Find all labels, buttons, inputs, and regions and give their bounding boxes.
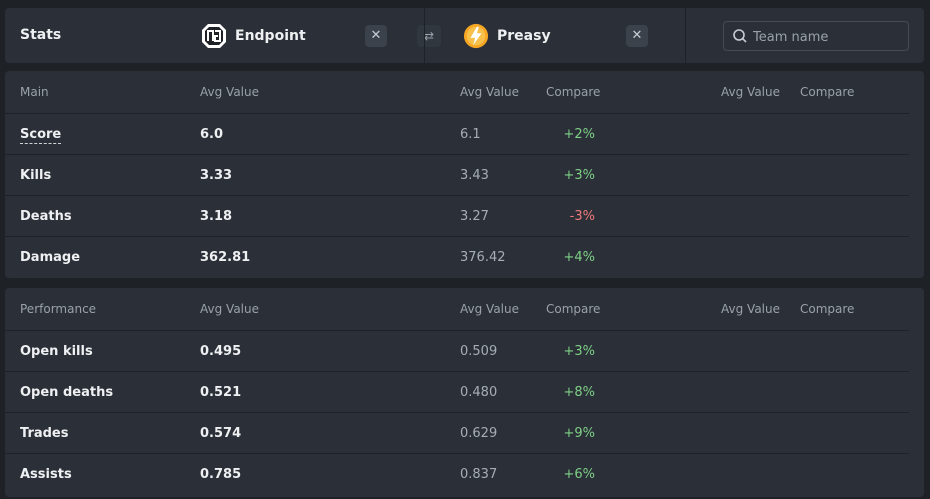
team1-avg-value-header: Avg Value	[200, 302, 259, 316]
compare-value: -3%	[569, 209, 595, 224]
search-icon	[732, 28, 748, 44]
team3-compare-header: Compare	[800, 85, 855, 99]
stat-row-open-deaths: Open deaths 0.521 0.480 +8%	[5, 372, 924, 413]
team2-value: 376.42	[460, 250, 506, 265]
stat-row-trades: Trades 0.574 0.629 +9%	[5, 413, 924, 454]
divider	[685, 8, 686, 63]
close-icon: ✕	[370, 28, 382, 43]
team2-compare-header: Compare	[546, 302, 601, 316]
compare-value: +6%	[563, 467, 595, 482]
stat-row-assists: Assists 0.785 0.837 +6%	[5, 454, 924, 495]
swap-arrows-icon: ⇄	[423, 29, 435, 43]
preasy-lightning-logo-icon	[463, 23, 489, 49]
stat-row-damage: Damage 362.81 376.42 +4%	[5, 237, 924, 278]
team-search[interactable]	[723, 21, 909, 52]
team1-name: Endpoint	[235, 27, 306, 44]
main-stats-panel: Main Avg Value Avg Value Compare Avg Val…	[5, 71, 924, 278]
stat-label-open-deaths: Open deaths	[20, 385, 114, 400]
main-header-row: Main Avg Value Avg Value Compare Avg Val…	[5, 71, 909, 114]
team2-compare-header: Compare	[546, 85, 601, 99]
team2-value: 0.629	[460, 426, 498, 441]
team2-value: 3.43	[460, 168, 489, 183]
team3-avg-value-header: Avg Value	[721, 85, 780, 99]
team1-value: 3.33	[200, 168, 233, 183]
stat-label-score[interactable]: Score	[20, 127, 62, 144]
team1-value: 0.785	[200, 467, 242, 482]
team3-avg-value-header: Avg Value	[721, 302, 780, 316]
team-name-search-input[interactable]	[751, 22, 905, 52]
remove-team2-button[interactable]: ✕	[626, 25, 648, 47]
team1-value: 362.81	[200, 250, 251, 265]
team2-selector[interactable]: Preasy	[463, 8, 551, 63]
stat-label-open-kills: Open kills	[20, 344, 93, 359]
stat-label-kills: Kills	[20, 168, 52, 183]
stat-row-deaths: Deaths 3.18 3.27 -3%	[5, 196, 924, 237]
team2-value: 0.480	[460, 385, 498, 400]
stat-label-damage: Damage	[20, 250, 81, 265]
stat-row-score: Score 6.0 6.1 +2%	[5, 114, 924, 155]
compare-value: +3%	[563, 344, 595, 359]
team2-value: 6.1	[460, 127, 481, 142]
stat-label-deaths: Deaths	[20, 209, 72, 224]
team1-selector[interactable]: Endpoint	[201, 8, 306, 63]
stat-label-assists: Assists	[20, 467, 72, 482]
team1-value: 0.574	[200, 426, 242, 441]
team1-value: 0.521	[200, 385, 242, 400]
compare-value: +8%	[563, 385, 595, 400]
team1-value: 0.495	[200, 344, 242, 359]
stats-title: Stats	[20, 27, 62, 43]
team2-name: Preasy	[497, 27, 551, 44]
compare-value: +2%	[563, 127, 595, 142]
performance-stats-panel: Performance Avg Value Avg Value Compare …	[5, 288, 924, 497]
team1-value: 3.18	[200, 209, 233, 224]
section-label-performance: Performance	[20, 302, 97, 316]
team2-value: 3.27	[460, 209, 489, 224]
compare-value: +4%	[563, 250, 595, 265]
stat-label-trades: Trades	[20, 426, 69, 441]
stat-row-open-kills: Open kills 0.495 0.509 +3%	[5, 331, 924, 372]
team2-avg-value-header: Avg Value	[460, 302, 519, 316]
close-icon: ✕	[631, 28, 643, 43]
compare-value: +9%	[563, 426, 595, 441]
team1-value: 6.0	[200, 127, 224, 142]
team2-value: 0.509	[460, 344, 498, 359]
divider	[424, 8, 425, 63]
swap-teams-button[interactable]: ⇄	[417, 25, 441, 47]
endpoint-logo-icon	[201, 23, 227, 49]
performance-header-row: Performance Avg Value Avg Value Compare …	[5, 288, 909, 331]
team2-avg-value-header: Avg Value	[460, 85, 519, 99]
team2-value: 0.837	[460, 467, 498, 482]
section-label-main: Main	[20, 85, 49, 99]
stats-header-bar: Stats Endpoint ✕ ⇄ Preasy ✕	[5, 8, 924, 63]
team3-compare-header: Compare	[800, 302, 855, 316]
team1-avg-value-header: Avg Value	[200, 85, 259, 99]
remove-team1-button[interactable]: ✕	[365, 25, 387, 47]
compare-value: +3%	[563, 168, 595, 183]
stat-row-kills: Kills 3.33 3.43 +3%	[5, 155, 924, 196]
